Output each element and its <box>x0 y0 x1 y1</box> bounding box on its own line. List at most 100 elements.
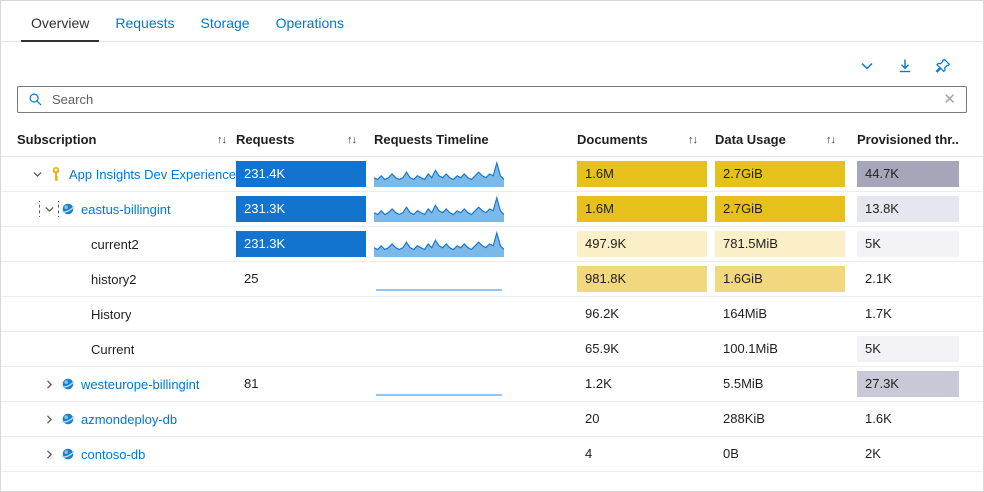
column-label: Data Usage <box>715 132 786 147</box>
requests-sparkline <box>374 161 504 187</box>
requests-cell <box>236 336 366 362</box>
search-box: ✕ <box>17 86 967 113</box>
timeline-cell <box>374 266 504 292</box>
tree-cell: current2 <box>17 237 236 252</box>
search-icon <box>28 92 43 107</box>
resource-link[interactable]: App Insights Dev Experience <box>69 166 236 182</box>
sort-icon[interactable]: ↑↓ <box>347 133 357 146</box>
toolbar <box>1 42 983 80</box>
search-input[interactable] <box>50 91 937 108</box>
table-row: westeurope-billingint 81 1.2K 5.5MiB 27.3K <box>1 367 983 402</box>
column-header-du[interactable]: Data Usage ↑↓ <box>715 132 845 147</box>
tab-overview[interactable]: Overview <box>21 13 100 42</box>
provisioned-throughput-cell: 1.6K <box>865 411 892 426</box>
tab-requests[interactable]: Requests <box>115 15 175 31</box>
database-name: History <box>91 306 132 322</box>
provisioned-throughput-cell: 1.7K <box>865 306 892 321</box>
data-usage-cell: 5.5MiB <box>723 376 764 391</box>
column-header-pr: Provisioned thr... <box>857 132 959 147</box>
resource-link[interactable]: contoso-db <box>81 446 146 462</box>
collapse-row-icon[interactable] <box>39 201 59 217</box>
documents-cell: 981.8K <box>577 266 707 292</box>
column-label: Subscription <box>17 132 97 147</box>
provisioned-throughput-cell: 2K <box>865 446 881 461</box>
pin-icon[interactable] <box>933 56 953 76</box>
collapse-row-icon[interactable] <box>29 166 45 182</box>
cosmos-db-icon <box>60 446 76 462</box>
sort-icon[interactable]: ↑↓ <box>217 133 227 146</box>
tree-cell: Current <box>17 342 236 357</box>
tree-cell: history2 <box>17 272 236 287</box>
expand-row-icon[interactable] <box>41 446 57 462</box>
timeline-cell <box>374 196 504 222</box>
tab-operations[interactable]: Operations <box>275 15 345 31</box>
data-usage-cell: 781.5MiB <box>715 231 845 257</box>
requests-cell: 231.3K <box>236 196 366 222</box>
tree-cell: App Insights Dev Experience <box>17 166 236 182</box>
data-usage-cell: 100.1MiB <box>723 341 778 356</box>
cosmos-db-icon <box>60 201 76 217</box>
tree-cell: azmondeploy-db <box>17 411 236 427</box>
table-row: eastus-billingint 231.3K 1.6M 2.7GiB 13.8K <box>1 192 983 227</box>
documents-cell: 20 <box>585 411 600 426</box>
data-usage-cell: 2.7GiB <box>715 196 845 222</box>
column-label: Provisioned thr... <box>857 132 959 147</box>
column-header-name[interactable]: Subscription ↑↓ <box>17 132 236 147</box>
clear-search-icon[interactable]: ✕ <box>943 91 956 108</box>
column-header-doc[interactable]: Documents ↑↓ <box>577 132 707 147</box>
documents-cell: 1.6M <box>577 196 707 222</box>
tab-bar: Overview Requests Storage Operations <box>1 1 983 42</box>
data-usage-cell: 1.6GiB <box>715 266 845 292</box>
download-icon[interactable] <box>895 56 915 76</box>
documents-cell: 4 <box>585 446 593 461</box>
database-name: current2 <box>91 236 139 252</box>
documents-cell: 1.6M <box>577 161 707 187</box>
tree-cell: contoso-db <box>17 446 236 462</box>
documents-cell: 65.9K <box>585 341 619 356</box>
table-header: Subscription ↑↓ Requests ↑↓ Requests Timelin… <box>1 123 983 157</box>
requests-cell <box>236 441 366 467</box>
column-header-req[interactable]: Requests ↑↓ <box>236 132 366 147</box>
table-row: Current 65.9K 100.1MiB 5K <box>1 332 983 367</box>
timeline-cell <box>374 161 504 187</box>
resource-link[interactable]: westeurope-billingint <box>81 376 200 392</box>
table-row: history2 25 981.8K 1.6GiB 2.1K <box>1 262 983 297</box>
table-row: History 96.2K 164MiB 1.7K <box>1 297 983 332</box>
tree-cell: westeurope-billingint <box>17 376 236 392</box>
requests-sparkline-flat <box>376 394 502 396</box>
expand-row-icon[interactable] <box>41 376 57 392</box>
data-usage-cell: 2.7GiB <box>715 161 845 187</box>
tab-storage[interactable]: Storage <box>200 15 250 31</box>
requests-cell: 231.3K <box>236 231 366 257</box>
cosmos-db-icon <box>60 376 76 392</box>
chevron-down-icon[interactable] <box>857 56 877 76</box>
resource-link[interactable]: eastus-billingint <box>81 201 171 217</box>
expand-row-icon[interactable] <box>41 411 57 427</box>
cosmos-db-icon <box>60 411 76 427</box>
requests-cell <box>236 406 366 432</box>
tree-cell: eastus-billingint <box>17 201 236 217</box>
data-usage-cell: 164MiB <box>723 306 768 321</box>
provisioned-throughput-cell: 27.3K <box>857 371 959 397</box>
resource-link[interactable]: azmondeploy-db <box>81 411 178 427</box>
provisioned-throughput-cell: 5K <box>857 231 959 257</box>
tree-cell: History <box>17 307 236 322</box>
sort-icon[interactable]: ↑↓ <box>688 133 698 146</box>
requests-cell: 25 <box>244 271 259 286</box>
requests-sparkline-flat <box>376 289 502 291</box>
requests-sparkline <box>374 231 504 257</box>
timeline-cell <box>374 371 504 397</box>
data-usage-cell: 0B <box>723 446 739 461</box>
table-body: App Insights Dev Experience 231.4K 1.6M 2.7… <box>1 157 983 472</box>
table-row: App Insights Dev Experience 231.4K 1.6M 2.7… <box>1 157 983 192</box>
documents-cell: 1.2K <box>585 376 612 391</box>
table-row: azmondeploy-db 20 288KiB 1.6K <box>1 402 983 437</box>
data-usage-cell: 288KiB <box>723 411 765 426</box>
provisioned-throughput-cell: 13.8K <box>857 196 959 222</box>
table-row: contoso-db 4 0B 2K <box>1 437 983 472</box>
table-row: current2 231.3K 497.9K 781.5MiB 5K <box>1 227 983 262</box>
documents-cell: 497.9K <box>577 231 707 257</box>
sort-icon[interactable]: ↑↓ <box>826 133 836 146</box>
documents-cell: 96.2K <box>585 306 619 321</box>
